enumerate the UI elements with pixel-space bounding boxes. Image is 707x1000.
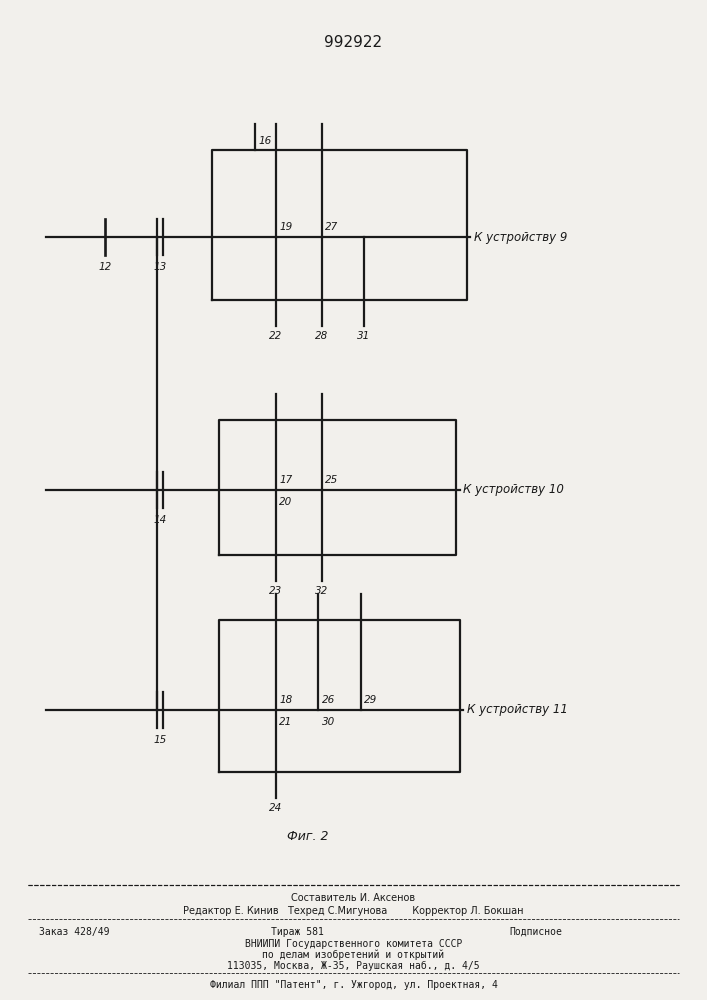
Text: 21: 21	[279, 717, 293, 727]
Text: 24: 24	[269, 803, 282, 813]
Text: 31: 31	[358, 331, 370, 341]
Text: по делам изобретений и открытий: по делам изобретений и открытий	[262, 950, 445, 960]
Text: 26: 26	[322, 695, 335, 705]
Text: 23: 23	[269, 586, 282, 596]
Text: Фиг. 2: Фиг. 2	[287, 830, 328, 843]
Text: 19: 19	[279, 222, 293, 232]
Text: Редактор Е. Кинив   Техред С.Мигунова        Корректор Л. Бокшан: Редактор Е. Кинив Техред С.Мигунова Корр…	[183, 906, 524, 916]
Text: 14: 14	[153, 515, 167, 525]
Text: Заказ 428/49: Заказ 428/49	[39, 927, 110, 937]
Text: 15: 15	[153, 735, 167, 745]
Text: Тираж 581: Тираж 581	[271, 927, 323, 937]
Text: 30: 30	[322, 717, 335, 727]
Text: ВНИИПИ Государственного комитета СССР: ВНИИПИ Государственного комитета СССР	[245, 939, 462, 949]
Text: 17: 17	[279, 475, 293, 485]
Text: Составитель И. Аксенов: Составитель И. Аксенов	[291, 893, 416, 903]
Text: 992922: 992922	[325, 35, 382, 50]
Text: К устройству 11: К устройству 11	[467, 704, 568, 716]
Text: 32: 32	[315, 586, 328, 596]
Text: К устройству 10: К устройству 10	[463, 484, 564, 496]
Text: 28: 28	[315, 331, 328, 341]
Text: 113035, Москва, Ж-35, Раушская наб., д. 4/5: 113035, Москва, Ж-35, Раушская наб., д. …	[227, 961, 480, 971]
Text: 22: 22	[269, 331, 282, 341]
Text: 25: 25	[325, 475, 339, 485]
Text: Подписное: Подписное	[509, 927, 562, 937]
Text: 27: 27	[325, 222, 339, 232]
Text: Филиал ППП "Патент", г. Ужгород, ул. Проектная, 4: Филиал ППП "Патент", г. Ужгород, ул. Про…	[209, 980, 498, 990]
Text: К устройству 9: К устройству 9	[474, 231, 567, 243]
Text: 16: 16	[258, 136, 271, 146]
Text: 29: 29	[364, 695, 378, 705]
Text: 12: 12	[98, 262, 111, 272]
Text: 18: 18	[279, 695, 293, 705]
Text: 20: 20	[279, 497, 293, 507]
Text: 13: 13	[153, 262, 167, 272]
